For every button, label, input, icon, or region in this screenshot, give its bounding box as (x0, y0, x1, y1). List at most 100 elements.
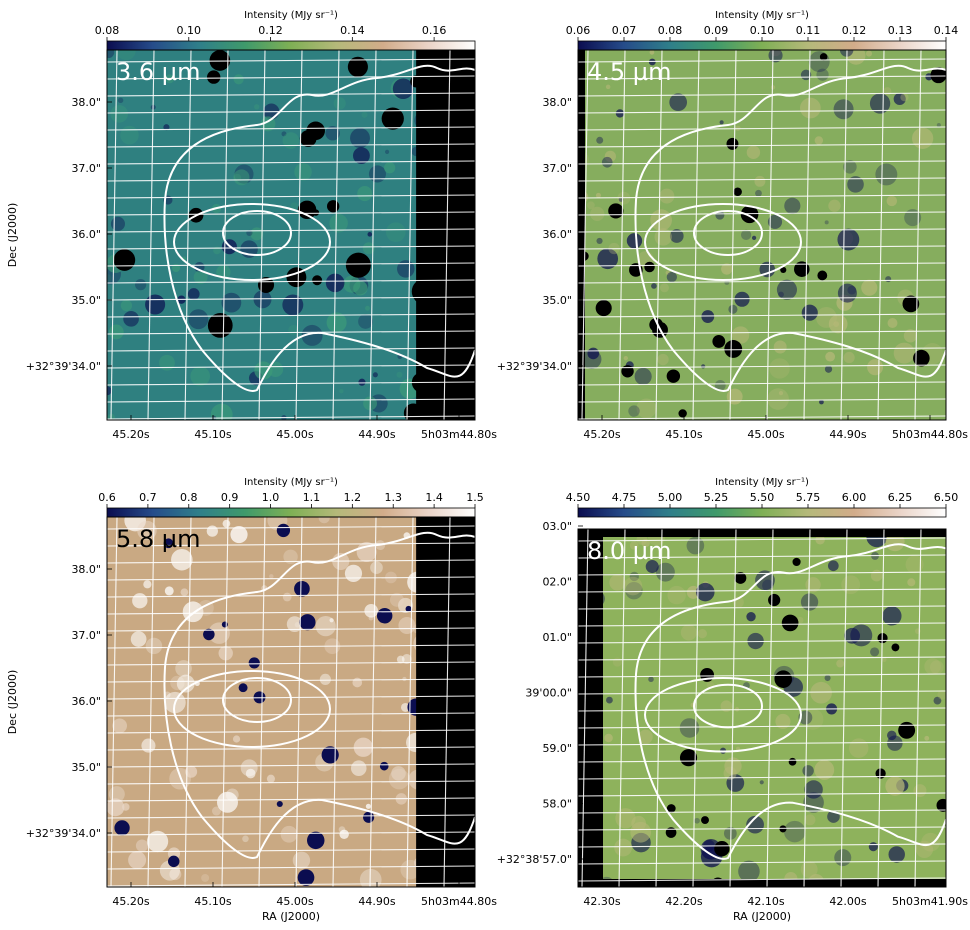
noise-blob (110, 105, 129, 123)
colorbar-tick-label: 1.5 (466, 491, 484, 504)
noise-blob (921, 832, 941, 852)
point-source (326, 200, 340, 213)
noise-blob (128, 851, 147, 870)
noise-blob (595, 192, 601, 198)
noise-blob (240, 759, 258, 777)
point-source (276, 800, 283, 808)
grid-line-dec (107, 780, 475, 785)
noise-blob (714, 379, 726, 391)
grid-line-ra (618, 529, 626, 887)
y-tick-label: 36.0" (71, 228, 101, 241)
noise-blob (903, 329, 918, 343)
point-source (817, 270, 828, 281)
grid-line-ra (369, 50, 377, 420)
noise-blob (769, 358, 790, 379)
noise-blob (359, 868, 382, 887)
noise-blob (911, 127, 934, 149)
noise-blob (615, 808, 636, 829)
noise-blob (110, 216, 125, 231)
noise-blob (796, 616, 804, 624)
noise-blob (734, 291, 750, 307)
noise-blob (364, 603, 379, 618)
colorbar-tick-label: 5.25 (704, 491, 729, 504)
colorbar-tick-label: 5.50 (750, 491, 775, 504)
noise-blob (282, 294, 304, 316)
noise-blob (604, 150, 616, 163)
x-tick-label: 5h03m44.80s (892, 428, 968, 441)
x-tick-label: 45.20s (112, 428, 149, 441)
noise-blob (358, 378, 366, 386)
grid-line-dec (107, 279, 475, 284)
noise-blob (159, 354, 175, 371)
noise-blob (370, 561, 383, 575)
noise-blob (107, 386, 112, 396)
noise-blob (112, 718, 128, 734)
noise-blob (372, 372, 378, 378)
noise-blob (135, 279, 147, 291)
noise-blob (665, 270, 671, 276)
noise-blob (819, 399, 824, 405)
noise-blob (775, 713, 791, 729)
noise-blob (740, 229, 752, 241)
noise-blob (107, 274, 112, 283)
x-tick-label: 42.30s (583, 895, 620, 908)
grid-line-dec (578, 673, 946, 678)
grid-line-dec (578, 605, 946, 610)
noise-blob (726, 774, 745, 792)
noise-blob (333, 97, 346, 110)
point-source (376, 608, 393, 624)
grid-line-ra (803, 529, 811, 887)
noise-blob (814, 136, 824, 145)
noise-blob (586, 201, 595, 210)
grid-line-dec (578, 194, 946, 199)
point-source (644, 261, 655, 273)
grid-line-dec (578, 860, 946, 865)
image-field (107, 517, 475, 887)
grid-line-dec (578, 554, 946, 559)
noise-blob (145, 294, 166, 315)
noise-blob (850, 624, 873, 647)
point-source (207, 313, 233, 338)
noise-blob (883, 87, 892, 96)
noise-blob (396, 371, 403, 378)
noise-blob (929, 660, 944, 675)
noise-blob (135, 839, 149, 852)
noise-blob (401, 654, 412, 664)
x-tick-label: 42.00s (829, 895, 866, 908)
noise-blob (754, 175, 766, 187)
grid-line-ra (581, 50, 589, 420)
noise-blob (108, 324, 124, 340)
noise-blob (630, 821, 652, 843)
noise-blob (604, 733, 613, 743)
grid-line-dec (107, 398, 475, 403)
grid-line-dec (578, 639, 946, 644)
noise-blob (824, 675, 831, 682)
noise-blob (389, 592, 404, 607)
x-tick-label: 45.20s (112, 895, 149, 908)
noise-blob (773, 340, 787, 354)
grid-line-dec (578, 364, 946, 369)
noise-blob (623, 576, 643, 596)
contour-middle (173, 203, 331, 281)
noise-blob (778, 291, 784, 298)
y-tick-label: 36.0" (71, 695, 101, 708)
noise-blob (881, 657, 887, 662)
noise-blob (242, 835, 249, 843)
noise-blob (697, 628, 707, 639)
noise-blob (924, 735, 930, 741)
point-source (666, 804, 676, 813)
noise-blob (362, 242, 375, 255)
grid-line-ra (581, 529, 589, 887)
noise-blob (597, 248, 619, 270)
noise-blob (731, 326, 750, 344)
noise-blob (339, 829, 349, 840)
contour-middle (644, 677, 802, 753)
y-tick-label: 38.0" (542, 96, 572, 109)
y-tick-label: 36.0" (542, 228, 572, 241)
grid-line-dec (107, 865, 475, 870)
point-source (595, 300, 612, 317)
image-field (107, 50, 475, 420)
noise-blob (828, 199, 841, 212)
noise-blob (325, 125, 340, 141)
noise-blob (784, 197, 801, 214)
